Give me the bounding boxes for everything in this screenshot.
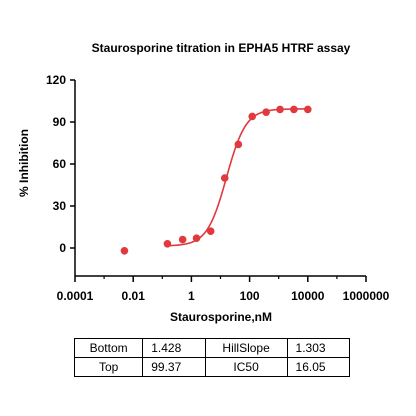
x-tick-label: 0.01 xyxy=(122,289,146,303)
x-tick-label: 1 xyxy=(188,289,195,303)
param-value-hillslope: 1.303 xyxy=(286,338,351,358)
param-value-ic50: 16.05 xyxy=(286,357,351,377)
x-axis-ticks: 0.0001 0.01 1 100 10000 1000000 xyxy=(57,276,390,303)
data-point xyxy=(276,105,284,114)
y-tick-label: 60 xyxy=(53,157,67,171)
y-axis-ticks: 0 30 60 90 120 xyxy=(46,73,75,255)
data-point xyxy=(248,112,257,121)
y-tick-label: 90 xyxy=(53,115,67,129)
param-label-ic50: IC50 xyxy=(204,357,288,377)
data-point xyxy=(163,240,172,248)
param-label-top: Top xyxy=(73,357,144,377)
chart-title: Staurosporine titration in EPHA5 HTRF as… xyxy=(92,41,351,55)
data-point xyxy=(262,108,270,116)
data-point xyxy=(234,140,243,149)
data-points xyxy=(120,105,312,255)
param-label-hillslope: HillSlope xyxy=(204,338,288,358)
fit-curve xyxy=(167,108,308,247)
y-tick-label: 30 xyxy=(53,199,67,213)
y-tick-label: 0 xyxy=(59,241,66,255)
table-row: Bottom 1.428 HillSlope 1.303 xyxy=(73,338,351,358)
x-tick-label: 100 xyxy=(240,289,260,303)
fit-parameters-table: Bottom 1.428 HillSlope 1.303 Top 99.37 I… xyxy=(73,338,351,377)
x-tick-label: 10000 xyxy=(291,289,325,303)
data-point xyxy=(290,105,298,114)
data-point xyxy=(220,174,229,182)
data-point xyxy=(192,234,201,242)
data-point xyxy=(206,227,215,235)
y-axis-label: % Inhibition xyxy=(17,129,31,197)
param-label-bottom: Bottom xyxy=(73,338,144,358)
y-tick-label: 120 xyxy=(46,73,66,87)
table-row: Top 99.37 IC50 16.05 xyxy=(73,357,351,377)
x-tick-label: 0.0001 xyxy=(57,289,94,303)
param-value-bottom: 1.428 xyxy=(142,338,206,358)
param-value-top: 99.37 xyxy=(142,357,206,377)
x-axis-label: Staurosporine,nM xyxy=(170,310,272,324)
data-point xyxy=(304,105,312,114)
x-tick-label: 1000000 xyxy=(343,289,390,303)
data-point xyxy=(120,247,129,255)
data-point xyxy=(178,235,187,244)
